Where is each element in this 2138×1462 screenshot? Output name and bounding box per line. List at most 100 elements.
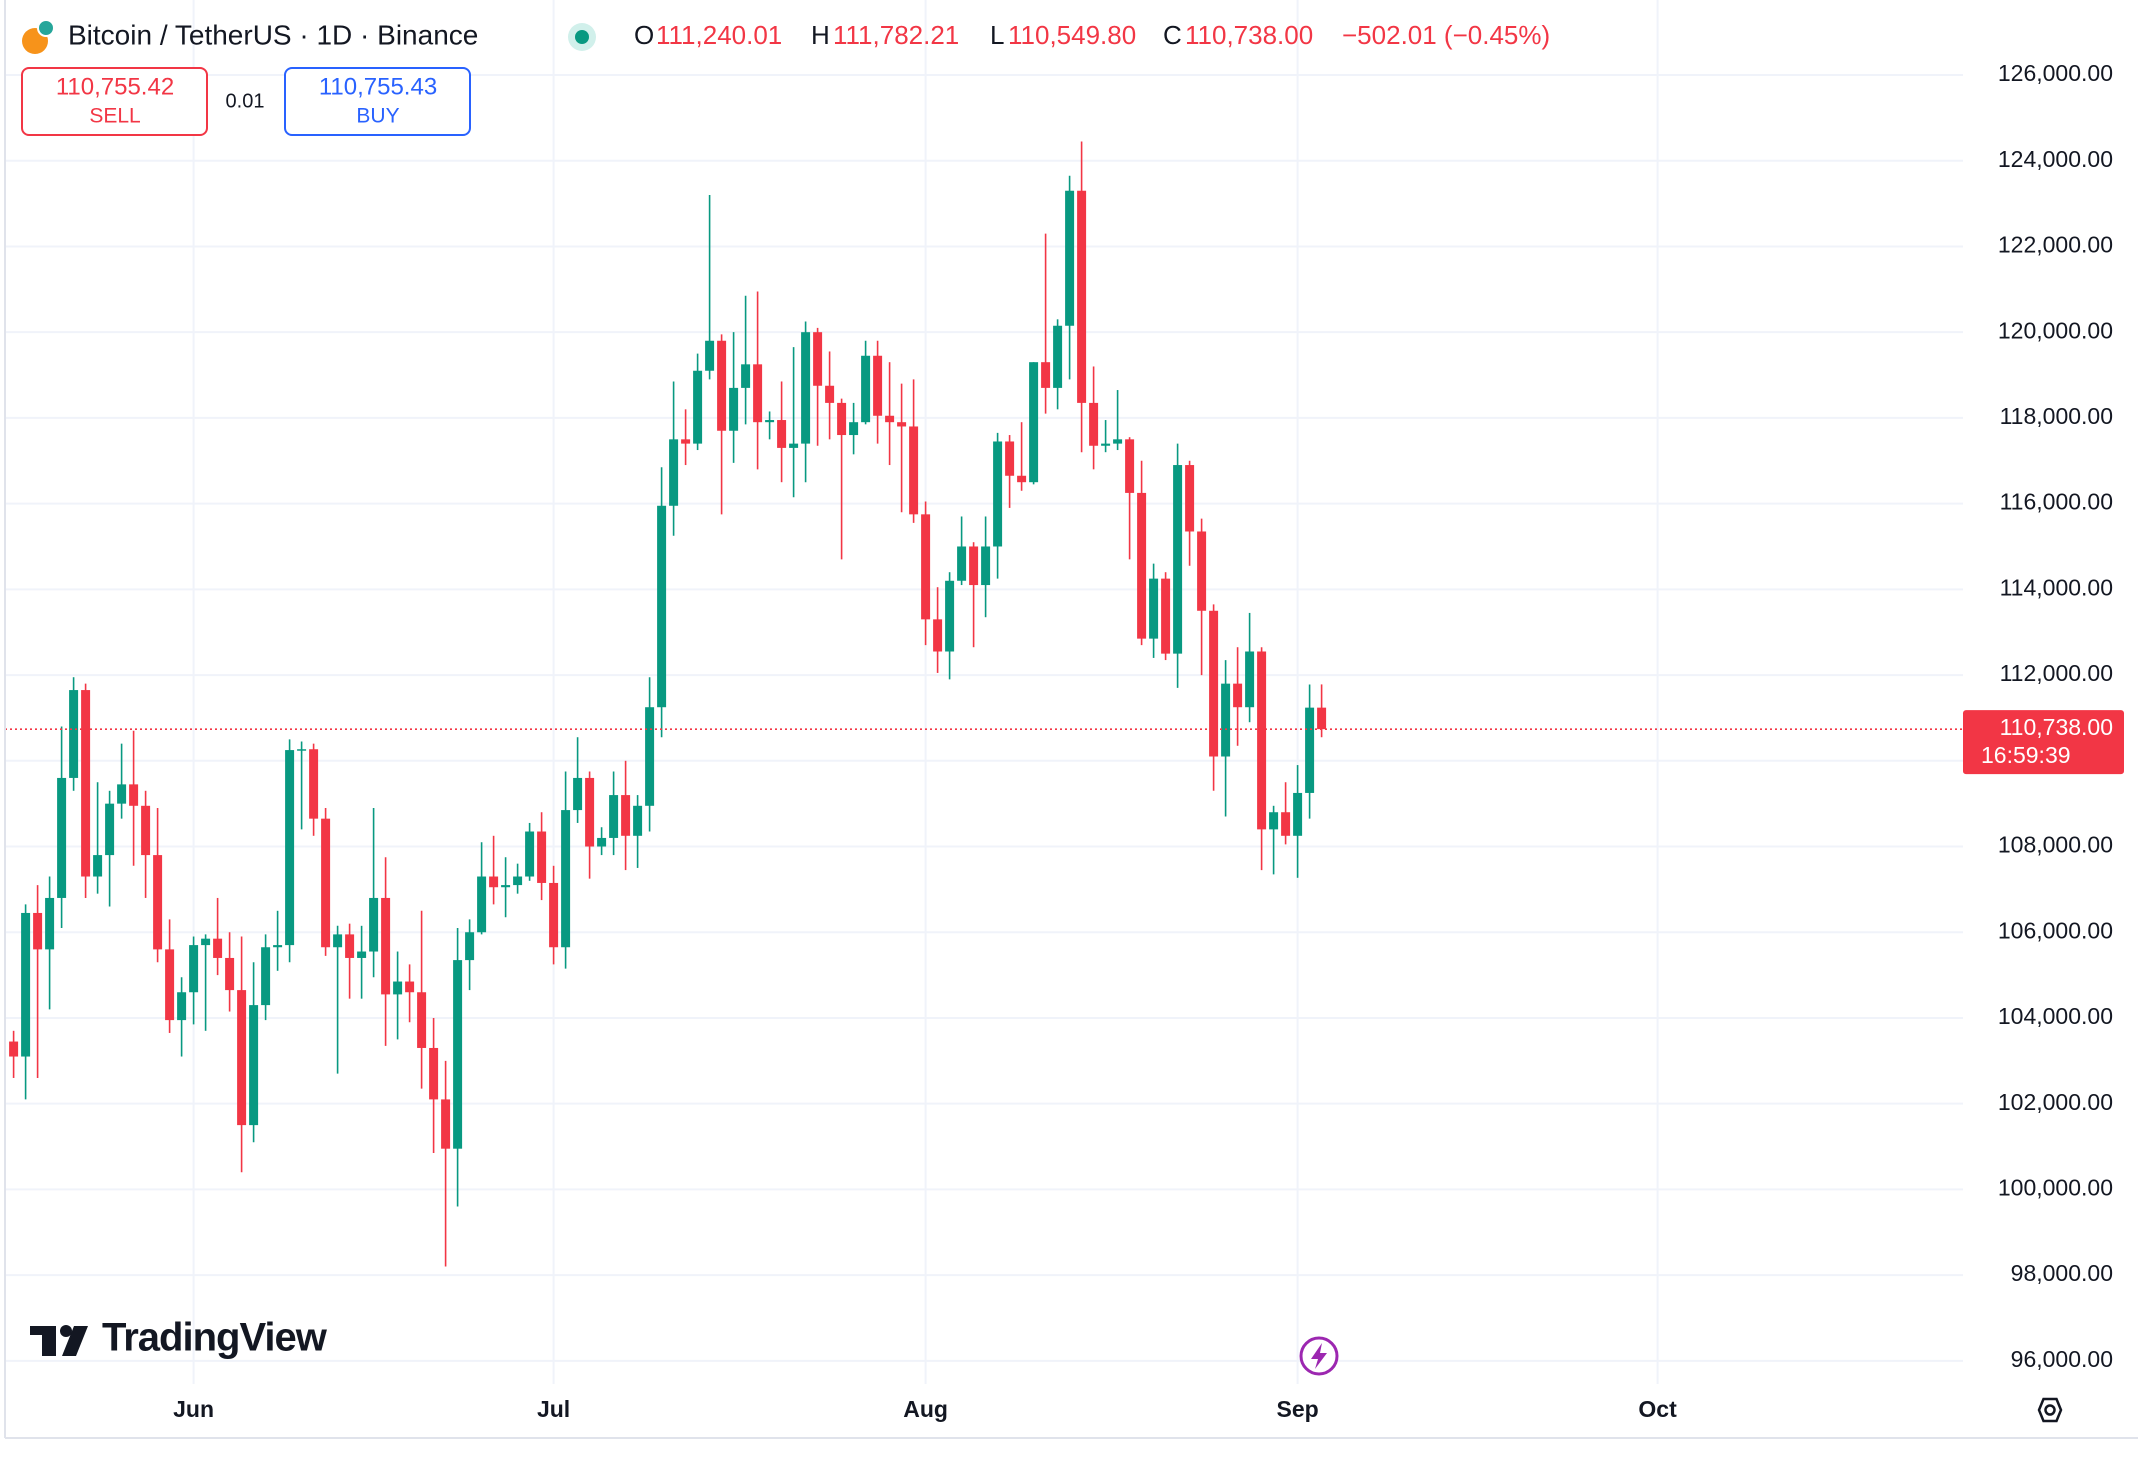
candle-body — [825, 385, 835, 403]
candle-body — [489, 876, 499, 888]
candle-body — [105, 803, 115, 856]
candle-body — [21, 912, 31, 1057]
candle-body — [345, 934, 355, 958]
candle-body — [681, 439, 691, 444]
candle-body — [129, 784, 139, 806]
candle-body — [309, 749, 319, 819]
ohlc-value: 110,738.00 — [1185, 20, 1313, 50]
ohlc-value: 111,782.21 — [833, 20, 959, 50]
candle-body — [297, 749, 307, 751]
spread: 0.01 — [226, 90, 265, 112]
candle-body — [261, 947, 271, 1006]
candle-body — [693, 370, 703, 444]
candle-body — [1125, 439, 1135, 493]
last-price-label: 110,738.00 — [2000, 714, 2113, 740]
candle-body — [1293, 792, 1303, 836]
candle-body — [393, 981, 403, 995]
candle-body — [1317, 707, 1327, 730]
y-tick-label: 126,000.00 — [1998, 60, 2113, 86]
candle-body — [573, 777, 583, 811]
y-tick-label: 108,000.00 — [1998, 832, 2113, 858]
y-tick-label: 120,000.00 — [1998, 317, 2113, 343]
candle-body — [777, 420, 787, 448]
candle-body — [1173, 465, 1183, 654]
candle-body — [1113, 439, 1123, 444]
candle-body — [1053, 325, 1063, 388]
candle-body — [381, 897, 391, 995]
candle-body — [429, 1047, 439, 1100]
candle-body — [1209, 610, 1219, 757]
candle-body — [669, 439, 679, 506]
x-tick-label: Jun — [173, 1396, 214, 1422]
candle-body — [81, 690, 91, 877]
candle-body — [945, 580, 955, 652]
ohlc-value: 111,240.01 — [656, 20, 782, 50]
branding-logo — [30, 1325, 88, 1356]
grid — [5, 0, 1963, 1384]
x-tick-label: Sep — [1277, 1396, 1319, 1422]
ohlc-label: H — [811, 20, 830, 50]
candle-body — [1065, 190, 1075, 326]
candle-body — [441, 1099, 451, 1149]
candle-body — [201, 938, 211, 946]
candle-body — [1041, 362, 1051, 388]
candle-body — [789, 443, 799, 448]
candle-body — [1077, 190, 1087, 403]
candle-body — [1161, 578, 1171, 654]
candle-body — [1005, 441, 1015, 476]
candle-body — [1221, 683, 1231, 757]
y-tick-label: 122,000.00 — [1998, 232, 2113, 258]
candle-body — [213, 938, 223, 958]
branding: TradingView — [102, 1316, 328, 1360]
buy-button[interactable] — [284, 67, 471, 136]
candle-body — [249, 1005, 259, 1126]
candle-body — [1101, 443, 1111, 446]
candle-body — [837, 402, 847, 436]
candle-body — [561, 810, 571, 948]
candle-body — [237, 990, 247, 1126]
candle-body — [717, 340, 727, 431]
x-tick-label: Oct — [1638, 1396, 1677, 1422]
candle-body — [1197, 531, 1207, 611]
settings-icon[interactable] — [2037, 1397, 2063, 1423]
candle-body — [369, 897, 379, 952]
candle-body — [933, 619, 943, 652]
candle-body — [501, 885, 511, 888]
y-tick-label: 100,000.00 — [1998, 1174, 2113, 1200]
ohlc-label: C — [1163, 20, 1182, 50]
candle-body — [1233, 683, 1243, 708]
symbol-title[interactable]: Bitcoin / TetherUS · 1D · Binance — [68, 19, 478, 50]
candle-body — [1281, 812, 1291, 836]
x-tick-label: Jul — [537, 1396, 570, 1422]
candle-body — [1185, 465, 1195, 532]
sell-button[interactable] — [21, 67, 208, 136]
candle-body — [753, 364, 763, 423]
candle-body — [225, 957, 235, 991]
candle-body — [117, 784, 127, 804]
sell-price: 110,755.42 — [56, 73, 174, 100]
candle-body — [897, 422, 907, 427]
coin-icon-badge — [37, 19, 55, 37]
candle-body — [273, 945, 283, 948]
candle-body — [909, 426, 919, 515]
candle-body — [597, 837, 607, 847]
candle-body — [465, 932, 475, 961]
candle-body — [705, 340, 715, 371]
candle-body — [1149, 578, 1159, 639]
candle-body — [285, 750, 295, 946]
candle-body — [741, 364, 751, 388]
candle-body — [729, 387, 739, 431]
countdown: 16:59:39 — [1981, 742, 2071, 768]
ohlc-label: O — [634, 20, 654, 50]
candle-body — [645, 707, 655, 806]
candle-body — [153, 855, 163, 950]
candle-body — [513, 876, 523, 886]
candle-body — [1257, 651, 1267, 830]
candle-body — [357, 951, 367, 958]
candle-body — [333, 934, 343, 948]
candle-body — [969, 546, 979, 586]
y-tick-label: 114,000.00 — [2000, 574, 2113, 600]
candle-body — [1017, 475, 1027, 483]
candle-body — [1305, 707, 1315, 793]
